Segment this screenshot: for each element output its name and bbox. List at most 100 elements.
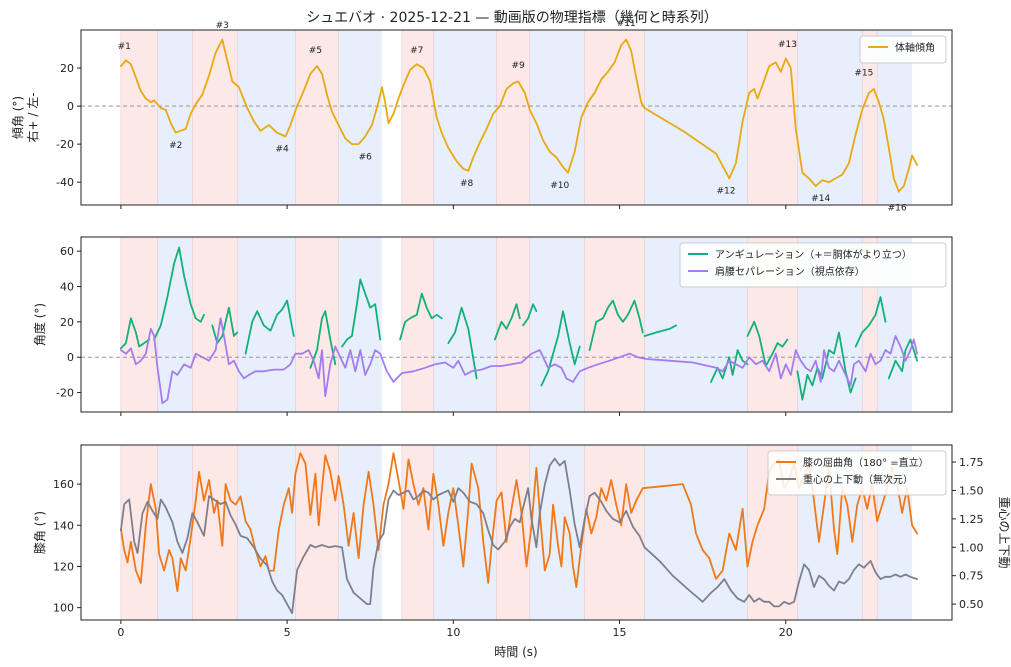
panel-2: 60 40 20 0 -20 角度 (°) アンギュレーション（+＝胴体がより立つ） 肩腰セパ… [32,236,953,416]
panel-3: 0 5 10 15 20 160 140 120 100 1.75 1.50 1.25 1.00 0.75… [33,444,1011,639]
turn-label: #8 [460,179,474,189]
y-tick-label: 120 [53,560,74,573]
turn-band-14 [797,30,863,205]
turn-bands [120,445,913,620]
legend-entry: 重心の上下動（無次元） [803,473,913,486]
turn-label: #10 [550,181,569,191]
turn-band-7 [401,30,434,205]
turn-label: #16 [888,204,907,214]
series-line-1-seg-1 [120,38,918,193]
y-tick-label: 0 [67,100,74,113]
y-axis-label: 傾角 (°)右+ / 左- [11,92,40,142]
turn-label: #11 [617,19,636,29]
series-line-1-seg-18 [887,338,918,380]
y-axis-label: 角度 (°) [32,303,47,346]
y2-tick-label: 1.75 [959,456,984,469]
y2-tick-label: 1.50 [959,484,984,497]
x-axis-label: 時間 (s) [494,645,537,659]
y2-axis-label: 重心の上下動 [997,496,1011,568]
turn-band-15 [862,30,878,205]
plot-frame [80,29,953,206]
legend-entry: 肩腰セパレーション（視点依存） [715,265,865,278]
turn-label: #15 [854,69,873,79]
series-line-1-seg-10 [522,303,538,327]
y-tick-label: 20 [60,62,74,75]
turn-band-4 [237,237,296,412]
plot-frame [80,236,953,413]
turn-band-6 [338,30,382,205]
turn-band-5 [295,30,339,205]
series-line-2-seg-1 [120,317,918,405]
y2-tick-label: 0.50 [959,598,984,611]
y2-tick-label: 0.75 [959,570,984,583]
turn-label: #7 [410,46,423,56]
turn-band-9 [496,30,530,205]
series-line-1-seg-15 [746,320,789,367]
y-tick-label: 160 [53,478,74,491]
series-group [120,38,918,193]
series-group [120,246,918,405]
series-line-1-seg-1 [120,317,151,350]
turn-label: #3 [216,21,229,31]
turn-band-2 [157,30,193,205]
series-line-1-seg-8 [447,306,478,380]
turn-label: #5 [309,46,322,56]
chart-title: シュエバオ · 2025-12-21 — 動画版の物理指標（幾何と時系列） [306,10,718,26]
turn-band-7 [401,237,434,412]
series-line-1-seg-5 [309,310,337,369]
turn-band-11 [584,237,645,412]
y-tick-label: 0 [67,351,74,364]
turn-band-5 [295,445,339,620]
plot-frame [80,444,953,621]
turn-label: #13 [778,40,797,50]
turn-band-11 [584,445,645,620]
legend-box [767,450,947,496]
legend-entry: 膝の屈曲角（180° =直立） [803,456,929,469]
series-line-1-seg-2 [153,246,205,341]
turn-band-1 [120,237,158,412]
series-line-2-seg-1 [120,457,918,615]
turn-band-3 [192,30,238,205]
series-line-1-seg-9 [494,303,521,341]
turn-label: #4 [275,145,289,155]
turn-band-10 [529,237,585,412]
x-tick-label: 5 [284,626,291,639]
turn-bands [120,237,913,412]
turn-band-6 [338,237,382,412]
x-tick-label: 0 [117,626,124,639]
series-line-1-seg-6 [341,278,382,348]
turn-label: #1 [118,42,131,52]
series-line-1-seg-12 [588,299,644,351]
turn-band-2 [157,237,193,412]
turn-label: #14 [811,194,830,204]
y-tick-label: 40 [60,280,74,293]
legend: アンギュレーション（+＝胴体がより立つ） 肩腰セパレーション（視点依存） [679,242,947,288]
turn-band-8 [433,30,497,205]
y-axis-label: 膝角 (°) [33,511,47,554]
turn-band-11 [584,30,645,205]
y-tick-label: -20 [56,387,74,400]
turn-label: #6 [359,152,373,162]
y-tick-label: -40 [56,176,74,189]
series-line-1-seg-7 [399,292,443,341]
turn-label: #12 [716,187,735,197]
turn-band-1 [120,30,158,205]
legend-box [859,35,947,64]
series-line-1-seg-17 [854,296,887,348]
legend-entry: 体軸傾角 [895,41,935,54]
x-tick-label: 20 [779,626,793,639]
turn-band-4 [237,30,296,205]
turn-band-5 [295,237,339,412]
turn-bands [120,30,913,205]
y-tick-label: 140 [53,519,74,532]
turn-band-9 [496,445,530,620]
y-tick-label: 20 [60,316,74,329]
turn-band-3 [192,237,238,412]
turn-band-4 [237,445,296,620]
y-tick-label: 100 [53,602,74,615]
y2-tick-label: 1.00 [959,541,984,554]
y2-tick-label: 1.25 [959,513,984,526]
legend: 体軸傾角 [859,35,947,64]
x-tick-label: 10 [446,626,460,639]
